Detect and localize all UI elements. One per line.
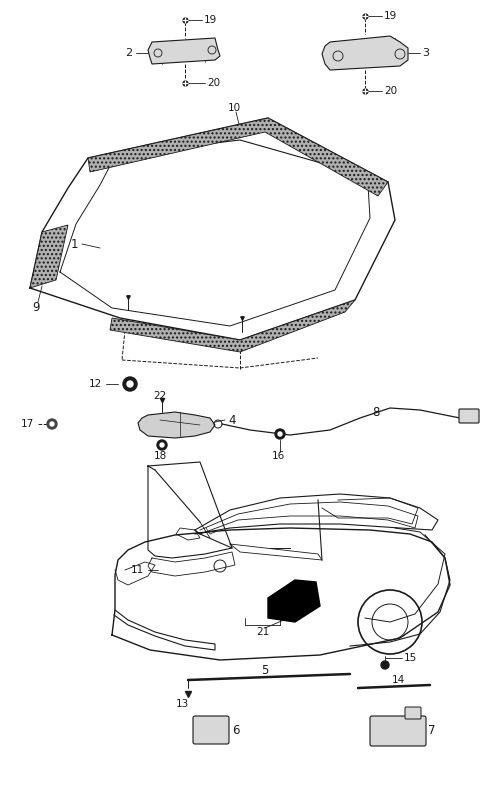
Text: 20: 20 bbox=[384, 86, 397, 96]
Text: 17: 17 bbox=[21, 419, 34, 429]
Text: 20: 20 bbox=[207, 78, 220, 88]
FancyBboxPatch shape bbox=[193, 716, 229, 744]
Text: 12: 12 bbox=[89, 379, 102, 389]
Circle shape bbox=[278, 432, 282, 436]
Circle shape bbox=[157, 440, 167, 450]
Text: 14: 14 bbox=[391, 675, 405, 685]
Text: 3: 3 bbox=[422, 48, 429, 58]
Text: 7: 7 bbox=[428, 725, 435, 737]
Text: 15: 15 bbox=[404, 653, 417, 663]
Circle shape bbox=[381, 661, 389, 669]
Text: 5: 5 bbox=[261, 663, 269, 677]
Polygon shape bbox=[30, 225, 68, 288]
Polygon shape bbox=[110, 300, 355, 352]
Circle shape bbox=[127, 381, 133, 387]
Text: 10: 10 bbox=[228, 103, 240, 113]
Text: 4: 4 bbox=[228, 413, 236, 427]
Circle shape bbox=[123, 377, 137, 391]
Circle shape bbox=[47, 419, 57, 429]
Circle shape bbox=[160, 443, 164, 447]
FancyBboxPatch shape bbox=[370, 716, 426, 746]
Polygon shape bbox=[138, 412, 215, 438]
Text: 6: 6 bbox=[232, 723, 240, 737]
Text: 19: 19 bbox=[384, 11, 397, 21]
Polygon shape bbox=[322, 36, 408, 70]
Text: 19: 19 bbox=[204, 15, 217, 25]
Polygon shape bbox=[268, 580, 320, 622]
Text: 2: 2 bbox=[125, 48, 132, 58]
Text: 8: 8 bbox=[372, 405, 379, 419]
Text: 11: 11 bbox=[131, 565, 144, 575]
Text: 16: 16 bbox=[271, 451, 285, 461]
Polygon shape bbox=[148, 38, 220, 64]
FancyBboxPatch shape bbox=[459, 409, 479, 423]
Text: 9: 9 bbox=[32, 301, 40, 313]
Text: 22: 22 bbox=[154, 391, 167, 401]
Text: 1: 1 bbox=[71, 238, 78, 250]
Text: 21: 21 bbox=[256, 627, 270, 637]
Text: 18: 18 bbox=[154, 451, 167, 461]
Polygon shape bbox=[88, 118, 388, 196]
Text: 13: 13 bbox=[175, 699, 189, 709]
Circle shape bbox=[50, 422, 54, 426]
Circle shape bbox=[275, 429, 285, 439]
FancyBboxPatch shape bbox=[405, 707, 421, 719]
